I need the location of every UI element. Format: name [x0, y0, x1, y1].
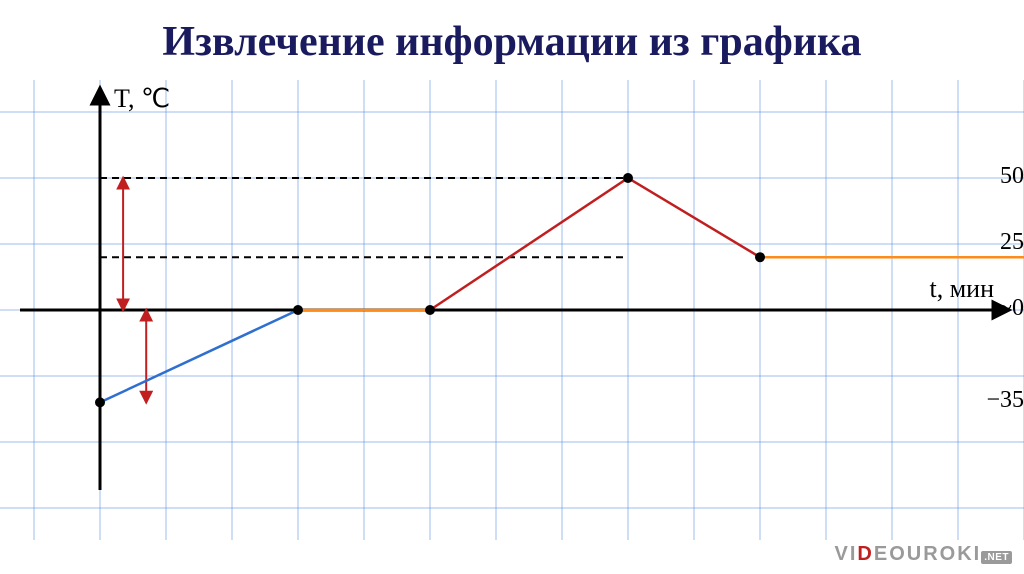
- watermark-post: EOUROKI: [874, 543, 981, 565]
- watermark-net: .NET: [981, 551, 1012, 564]
- x-axis-label: t, мин: [929, 274, 994, 304]
- data-point: [293, 305, 303, 315]
- watermark-d: D: [857, 543, 873, 565]
- watermark-pre: VI: [835, 543, 858, 565]
- axes: [20, 88, 1009, 490]
- y-axis-label: T, ℃: [114, 84, 170, 114]
- data-point: [425, 305, 435, 315]
- data-point: [755, 252, 765, 262]
- data-point: [95, 397, 105, 407]
- chart: 5025~0−35 T, ℃ t, мин: [0, 80, 1024, 540]
- watermark-logo: VIDEOUROKI.NET: [835, 543, 1012, 566]
- ytick-label: 50: [936, 163, 1024, 190]
- chart-svg: [0, 80, 1024, 540]
- ytick-label: 25: [936, 229, 1024, 256]
- ytick-label: −35: [936, 387, 1024, 414]
- page-title: Извлечение информации из графика: [0, 18, 1024, 66]
- data-point: [623, 173, 633, 183]
- series-blue-segment: [100, 310, 298, 402]
